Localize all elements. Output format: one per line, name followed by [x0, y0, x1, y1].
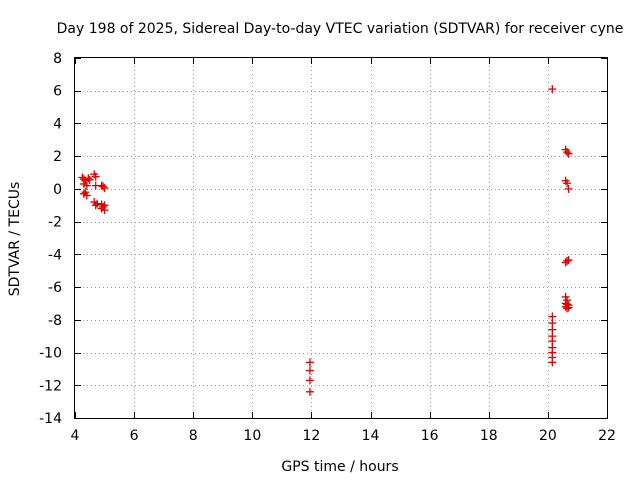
- data-point: [563, 148, 572, 157]
- x-tick-label: 18: [480, 428, 498, 444]
- data-point: [563, 179, 572, 188]
- y-tick-label: 2: [53, 149, 62, 165]
- data-point: [564, 149, 573, 158]
- data-point: [82, 191, 91, 200]
- data-point: [99, 182, 108, 191]
- y-tick-label: 8: [53, 51, 62, 67]
- data-point: [564, 184, 573, 193]
- y-tick-labels: -14 -12 -10 -8 -6 -4 -2 0 2 4 6 8: [39, 51, 62, 427]
- y-tick-label: -8: [48, 313, 62, 329]
- y-tick-label: -4: [48, 247, 62, 263]
- y-tick-label: -12: [39, 378, 62, 394]
- chart-title: Day 198 of 2025, Sidereal Day-to-day VTE…: [57, 21, 624, 37]
- data-point: [305, 387, 314, 396]
- x-tick-label: 10: [243, 428, 261, 444]
- y-tick-label: 0: [53, 182, 62, 198]
- data-point: [564, 303, 573, 312]
- data-point: [305, 376, 314, 385]
- x-tick-label: 22: [598, 428, 616, 444]
- data-point: [91, 172, 100, 181]
- x-tick-label: 4: [71, 428, 80, 444]
- data-point: [548, 85, 557, 94]
- data-point: [563, 256, 572, 265]
- x-tick-label: 16: [421, 428, 439, 444]
- y-tick-label: 4: [53, 116, 62, 132]
- plot-frame: [74, 57, 608, 419]
- data-point: [100, 184, 109, 193]
- y-tick-label: -14: [39, 411, 62, 427]
- data-points: [78, 85, 573, 396]
- x-tick-label: 12: [303, 428, 321, 444]
- data-point: [548, 358, 557, 367]
- data-point: [84, 174, 93, 183]
- data-point: [93, 199, 102, 208]
- grid: [75, 58, 607, 418]
- y-axis-label: SDTVAR / TECUs: [7, 182, 23, 297]
- x-tick-label: 20: [539, 428, 557, 444]
- x-tick-label: 6: [130, 428, 139, 444]
- data-point: [305, 366, 314, 375]
- data-point: [91, 201, 100, 210]
- axis-ticks: [75, 58, 608, 419]
- x-tick-labels: 4 6 8 10 12 14 16 18 20 22: [71, 428, 616, 444]
- data-point: [100, 201, 109, 210]
- x-axis-label: GPS time / hours: [281, 459, 398, 475]
- data-point: [305, 358, 314, 367]
- y-tick-label: -6: [48, 280, 62, 296]
- x-tick-label: 14: [362, 428, 380, 444]
- y-tick-label: 6: [53, 84, 62, 100]
- data-point: [563, 304, 572, 313]
- data-point: [85, 175, 94, 184]
- x-tick-label: 8: [189, 428, 198, 444]
- data-point: [564, 256, 573, 265]
- y-tick-label: -2: [48, 215, 62, 231]
- data-point: [82, 181, 91, 190]
- y-tick-label: -10: [39, 346, 62, 362]
